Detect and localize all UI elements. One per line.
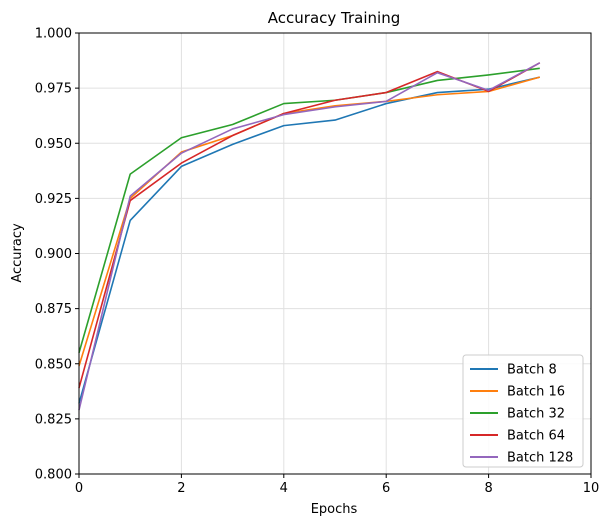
x-tick-label: 10 — [583, 481, 600, 496]
legend-label: Batch 128 — [507, 451, 573, 466]
series-line-batch-32 — [78, 67, 540, 353]
y-tick-label: 0.900 — [35, 247, 72, 262]
y-tick-label: 0.800 — [35, 468, 72, 483]
x-tick-label: 4 — [280, 481, 288, 496]
x-tick-label: 0 — [75, 481, 83, 496]
legend-label: Batch 16 — [507, 385, 565, 400]
y-tick-label: 0.925 — [35, 192, 72, 207]
x-axis-label: Epochs — [311, 502, 358, 517]
series-line-batch-64 — [78, 62, 541, 389]
series-line-batch-8 — [78, 76, 540, 404]
legend-label: Batch 32 — [507, 407, 565, 422]
y-tick-label: 0.825 — [35, 412, 72, 427]
legend-box — [462, 354, 584, 468]
y-axis-label: Accuracy — [10, 223, 25, 283]
x-tick-label: 8 — [484, 481, 492, 496]
y-tick-label: 0.975 — [35, 82, 72, 97]
legend-label: Batch 64 — [507, 429, 565, 444]
chart-title: Accuracy Training — [268, 9, 400, 27]
legend: Batch 8 Batch 16 Batch 32 Batch 64 Batch 128 — [462, 354, 584, 468]
legend-label: Batch 8 — [507, 363, 557, 378]
x-axis-ticks: 0 2 4 6 8 10 — [75, 474, 599, 496]
y-tick-label: 0.950 — [35, 137, 72, 152]
series-lines — [78, 62, 541, 411]
series-line-batch-128 — [78, 62, 541, 411]
x-tick-label: 2 — [177, 481, 185, 496]
series-line-batch-16 — [78, 76, 541, 367]
y-tick-label: 0.875 — [35, 302, 72, 317]
y-tick-label: 0.850 — [35, 357, 72, 372]
x-tick-label: 6 — [382, 481, 390, 496]
y-tick-label: 1.000 — [35, 27, 72, 42]
y-axis-ticks: 0.800 0.825 0.850 0.875 0.900 0.925 0.950 0.975… — [35, 27, 79, 483]
